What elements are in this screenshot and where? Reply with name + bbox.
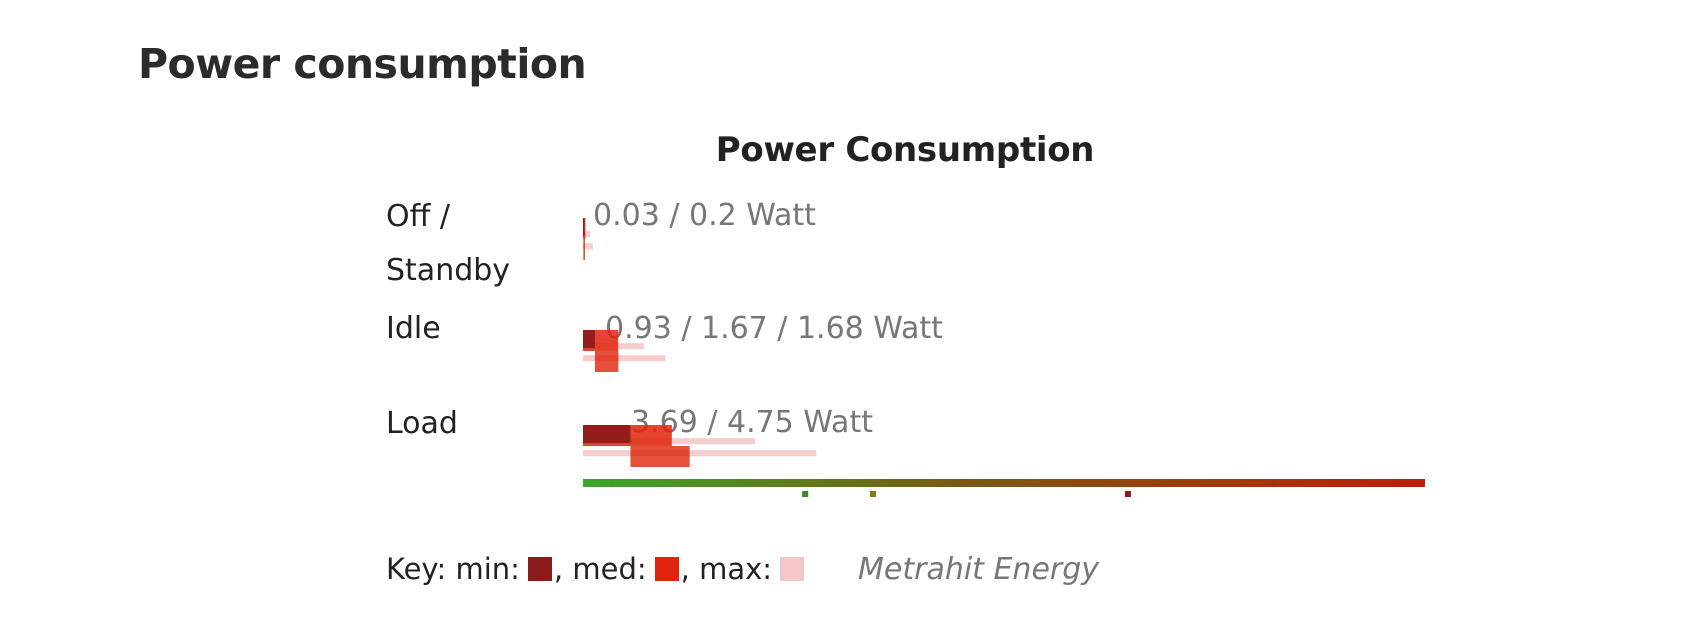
- data-label-standby: 0.03 / 0.2 Watt: [593, 198, 816, 233]
- legend-max-label: , max:: [680, 552, 773, 586]
- bar-max-standby: [583, 243, 593, 250]
- bar-min-idle: [583, 330, 595, 348]
- data-label-idle: 0.93 / 1.67 / 1.68 Watt: [605, 311, 943, 346]
- bar-med-load: [630, 446, 690, 467]
- source-label: Metrahit Energy: [858, 552, 1100, 587]
- bar-min-standby: [583, 218, 585, 236]
- bar-max-idle: [583, 355, 666, 362]
- row-label-line: Off /: [386, 199, 450, 234]
- legend-swatch-max: [780, 557, 805, 581]
- chart-title: Power Consumption: [715, 130, 1095, 170]
- legend: Key: min: , med: , max:: [386, 552, 806, 586]
- row-label-load: Load: [386, 397, 458, 451]
- scale-marker: [802, 491, 809, 497]
- legend-med-label: , med:: [553, 552, 647, 586]
- legend-swatch-med: [654, 557, 679, 581]
- row-label-line: Idle: [386, 311, 441, 346]
- legend-min-label: Key: min:: [386, 552, 520, 586]
- bar-max-load: [583, 450, 817, 457]
- bars-group: [583, 218, 817, 467]
- row-label-standby: Off / Standby: [386, 190, 510, 298]
- bar-max-standby: [583, 231, 591, 238]
- scale-bar: [583, 479, 1425, 487]
- bar-min-load: [583, 425, 631, 443]
- scale-marker: [870, 491, 877, 497]
- scale-marker: [1124, 491, 1131, 497]
- row-label-idle: Idle: [386, 302, 441, 356]
- scale-markers-group: [802, 491, 1131, 497]
- section-heading: Power consumption: [138, 40, 587, 88]
- row-label-line: Load: [386, 406, 458, 441]
- legend-swatch-min: [527, 557, 552, 581]
- bar-med-standby: [583, 239, 585, 260]
- bar-med-idle: [594, 351, 619, 372]
- row-label-line: Standby: [386, 253, 511, 288]
